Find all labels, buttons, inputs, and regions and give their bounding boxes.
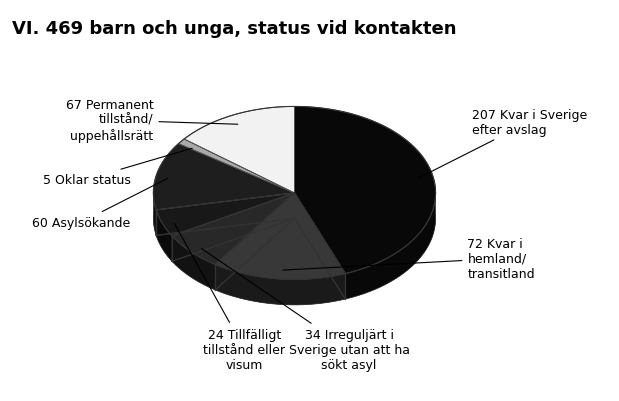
Polygon shape xyxy=(178,140,295,193)
Polygon shape xyxy=(156,211,172,262)
Polygon shape xyxy=(172,236,215,290)
Polygon shape xyxy=(172,193,295,265)
Text: 34 Irreguljärt i
Sverige utan att ha
sökt asyl: 34 Irreguljärt i Sverige utan att ha sök… xyxy=(202,249,410,371)
Polygon shape xyxy=(154,133,436,305)
Polygon shape xyxy=(345,196,436,299)
Text: 72 Kvar i
hemland/
transitland: 72 Kvar i hemland/ transitland xyxy=(283,237,535,280)
Polygon shape xyxy=(184,107,295,193)
Text: 24 Tillfälligt
tillstånd eller
visum: 24 Tillfälligt tillstånd eller visum xyxy=(175,224,285,371)
Text: 67 Permanent
tillstånd/
uppehållsrätt: 67 Permanent tillstånd/ uppehållsrätt xyxy=(66,99,238,143)
Text: 60 Asylsökande: 60 Asylsökande xyxy=(32,179,168,229)
Polygon shape xyxy=(154,193,156,236)
Text: 5 Oklar status: 5 Oklar status xyxy=(43,149,192,186)
Polygon shape xyxy=(295,107,436,274)
Polygon shape xyxy=(215,265,345,305)
Text: 207 Kvar i Sverige
efter avslag: 207 Kvar i Sverige efter avslag xyxy=(419,109,587,178)
Polygon shape xyxy=(154,144,295,211)
Polygon shape xyxy=(156,193,295,236)
Polygon shape xyxy=(215,193,345,279)
Text: VI. 469 barn och unga, status vid kontakten: VI. 469 barn och unga, status vid kontak… xyxy=(12,20,457,38)
